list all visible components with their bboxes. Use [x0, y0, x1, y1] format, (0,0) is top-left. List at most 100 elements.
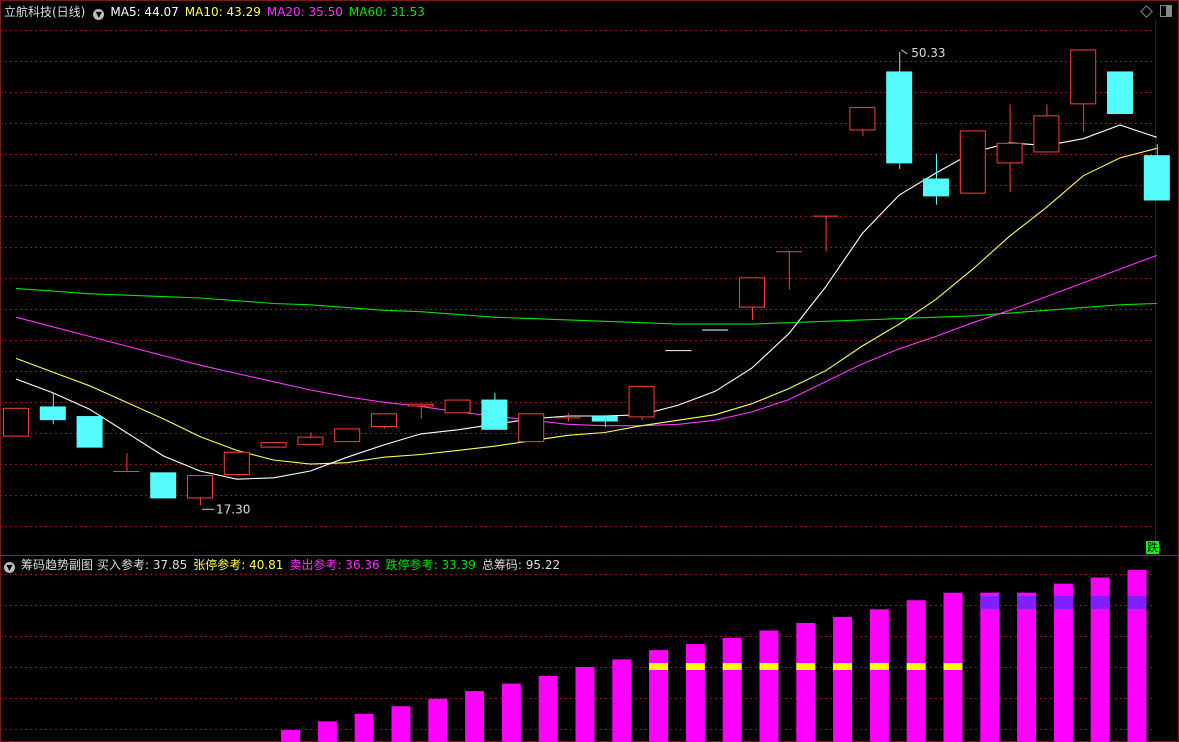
chip-bar-yellow-band	[759, 663, 779, 670]
chip-bar-body	[980, 592, 1000, 742]
candle-body	[923, 178, 949, 197]
candle-down	[886, 51, 913, 169]
chip-bar	[612, 659, 632, 742]
candle-body	[996, 142, 1023, 164]
candle-up	[223, 451, 250, 476]
ma10-line	[15, 147, 1157, 465]
chip-bar	[501, 683, 521, 742]
candle-body	[481, 399, 508, 430]
candle-body	[1033, 115, 1060, 153]
candle-down	[150, 472, 177, 499]
chip-bar-body	[649, 650, 669, 742]
candle-body	[407, 403, 434, 407]
chip-bar-yellow-band	[649, 663, 669, 670]
chip-bar-yellow-band	[869, 663, 889, 670]
chip-bar	[1053, 583, 1073, 742]
candle-up	[407, 403, 434, 419]
chip-bar	[722, 638, 742, 742]
annotation-layer: 50.33 17.30	[202, 46, 946, 516]
candle-body	[591, 416, 618, 422]
chip-bar	[538, 676, 558, 742]
candle-up	[371, 413, 397, 429]
candle-up	[996, 104, 1023, 193]
candle-down	[591, 416, 618, 428]
candle-up	[297, 432, 324, 445]
candle-down	[481, 392, 508, 430]
candle-up	[518, 413, 545, 443]
sub-chart-header: ▼ 筹码趋势副图 买入参考: 37.85 张停参考: 40.81 卖出参考: 36.36…	[0, 556, 566, 574]
chip-bar-body	[281, 729, 301, 742]
stock-name: 立航科技(日线)	[4, 5, 86, 19]
chip-bar-yellow-band	[943, 663, 963, 670]
chip-bar-purple-band	[1090, 596, 1110, 609]
candle-body	[150, 472, 177, 499]
chip-bar	[759, 630, 779, 742]
candle-up	[812, 215, 839, 252]
candle-up	[849, 107, 876, 136]
chip-bar	[575, 666, 595, 742]
limit-down-tag: 跌	[1146, 541, 1159, 554]
candlestick-layer	[3, 49, 1170, 506]
candle-body	[297, 436, 324, 445]
chip-bar	[428, 698, 448, 742]
limit-down-reference: 跌停参考: 33.39	[385, 558, 476, 572]
candle-down	[923, 153, 949, 205]
chip-bar-body	[685, 644, 705, 742]
candle-body	[739, 277, 765, 308]
candle-body	[39, 406, 66, 421]
chip-bar	[354, 713, 374, 742]
candle-body	[334, 428, 361, 443]
chip-bar-layer	[281, 570, 1147, 742]
chip-bar-body	[354, 713, 374, 742]
candle-up	[113, 453, 140, 472]
candle-up	[628, 385, 655, 421]
chip-bar	[906, 600, 926, 742]
chip-bar-yellow-band	[906, 663, 926, 670]
indicator-dropdown-icon[interactable]: ▼	[93, 9, 105, 20]
candle-up	[3, 407, 29, 437]
chip-bar-purple-band	[1053, 596, 1073, 609]
total-chips: 总筹码: 95.22	[481, 558, 561, 572]
chip-bar-yellow-band	[833, 663, 853, 670]
candle-up	[775, 251, 802, 290]
chip-bar	[869, 609, 889, 742]
chip-bar-body	[317, 721, 337, 742]
candle-body	[1070, 49, 1097, 105]
chip-bar	[649, 650, 669, 742]
chip-bar	[391, 706, 411, 742]
candle-up	[334, 428, 361, 443]
ma10-label: MA10: 43.29	[184, 5, 261, 19]
chip-bar	[685, 644, 705, 742]
chip-bar	[317, 721, 337, 742]
chip-bar-yellow-band	[685, 663, 705, 670]
chip-bar-body	[391, 706, 411, 742]
candle-body	[959, 130, 986, 194]
candle-body	[260, 442, 287, 448]
candle-up	[1033, 104, 1060, 153]
candle-up	[665, 350, 692, 352]
candle-up	[702, 329, 729, 331]
candle-body	[76, 416, 103, 448]
subchart-dropdown-icon[interactable]: ▼	[4, 562, 15, 573]
candle-up	[260, 442, 287, 448]
candle-body	[849, 107, 876, 131]
chip-bar-body	[538, 676, 558, 742]
chip-bar-body	[575, 666, 595, 742]
buy-reference: 买入参考: 37.85	[97, 558, 188, 572]
window-layout-icon[interactable]	[1160, 5, 1172, 17]
chip-bar	[281, 729, 301, 742]
chip-bar-body	[465, 691, 485, 742]
chip-bar-body	[759, 630, 779, 742]
ma5-label: MA5: 44.07	[110, 5, 179, 19]
candle-up	[1070, 49, 1097, 132]
chip-bar-body	[906, 600, 926, 742]
chip-bar-body	[428, 698, 448, 742]
candle-body	[187, 475, 213, 499]
chip-bar-body	[1127, 570, 1147, 742]
limit-up-reference: 张停参考: 40.81	[193, 558, 284, 572]
price-annotation: 50.33	[900, 46, 946, 60]
chip-bar-body	[612, 659, 632, 742]
main-chart-header: 立航科技(日线) ▼ MA5: 44.07 MA10: 43.29 MA20: 35.5…	[0, 3, 431, 21]
